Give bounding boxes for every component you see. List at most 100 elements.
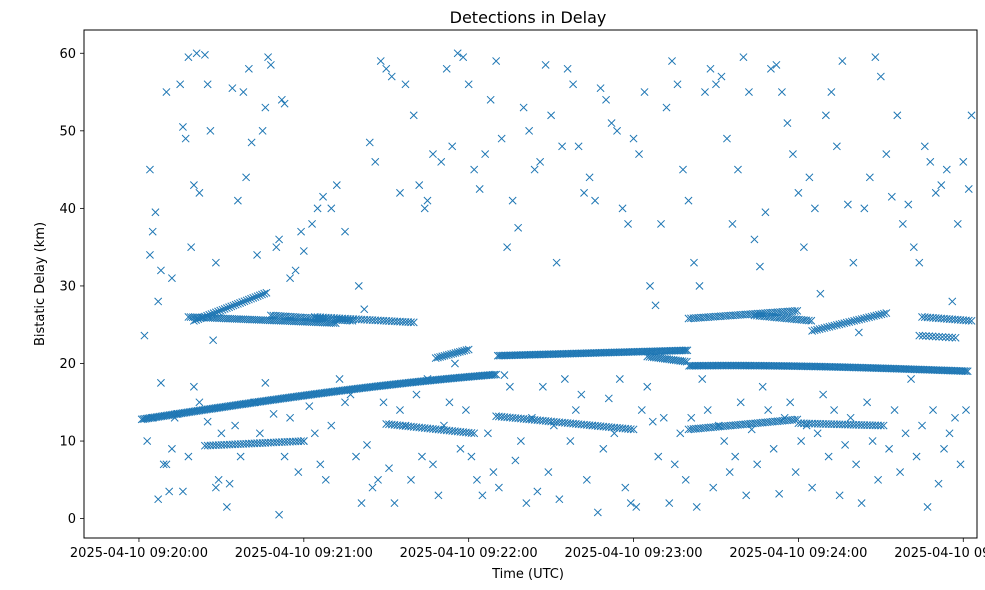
detection-point bbox=[382, 64, 391, 73]
y-tick-label: 30 bbox=[59, 279, 76, 294]
detection-point bbox=[629, 134, 638, 143]
detection-point bbox=[808, 326, 817, 335]
detection-point bbox=[244, 64, 253, 73]
detection-point bbox=[793, 306, 802, 315]
detection-point bbox=[167, 444, 176, 453]
detection-point bbox=[945, 333, 953, 342]
detection-point bbox=[178, 122, 187, 131]
detection-point bbox=[935, 332, 944, 341]
detection-point bbox=[299, 247, 308, 255]
detection-point bbox=[808, 483, 817, 492]
detection-point bbox=[896, 468, 905, 477]
detection-point bbox=[145, 165, 154, 174]
detection-point bbox=[867, 312, 876, 321]
detection-point bbox=[462, 346, 471, 355]
detection-point bbox=[189, 382, 198, 391]
detection-point bbox=[621, 483, 630, 492]
detection-point bbox=[681, 346, 690, 355]
detection-point bbox=[286, 274, 295, 283]
detection-point bbox=[857, 499, 866, 508]
detection-point bbox=[240, 297, 249, 306]
detection-point bbox=[332, 181, 341, 190]
detection-point bbox=[216, 306, 225, 315]
detection-point bbox=[815, 325, 824, 334]
detection-point bbox=[238, 298, 247, 307]
detection-point bbox=[960, 367, 969, 376]
detection-point bbox=[396, 406, 404, 414]
detection-point bbox=[261, 103, 270, 112]
detection-point bbox=[225, 479, 234, 488]
detection-point bbox=[231, 421, 240, 430]
detection-point bbox=[305, 402, 314, 411]
detection-point bbox=[953, 219, 962, 228]
detection-point bbox=[845, 318, 854, 326]
detection-point bbox=[244, 295, 253, 304]
detection-point bbox=[780, 413, 789, 422]
detection-point bbox=[830, 321, 839, 330]
detection-point bbox=[563, 64, 572, 73]
detection-point bbox=[335, 375, 344, 383]
detection-point bbox=[868, 437, 877, 446]
detection-point bbox=[804, 316, 813, 325]
detection-point bbox=[176, 80, 185, 89]
detection-point bbox=[860, 204, 869, 213]
detection-point bbox=[209, 309, 218, 318]
y-tick-label: 10 bbox=[59, 435, 76, 450]
detection-point bbox=[626, 425, 635, 434]
detection-point bbox=[409, 318, 418, 327]
detection-point bbox=[533, 487, 542, 496]
detection-point bbox=[643, 382, 652, 391]
detection-point bbox=[918, 331, 927, 340]
detection-point bbox=[148, 413, 157, 422]
detection-point bbox=[758, 382, 767, 391]
detection-point bbox=[549, 421, 558, 430]
detection-point bbox=[368, 483, 377, 492]
detection-point bbox=[709, 483, 718, 492]
detection-point bbox=[530, 165, 539, 174]
x-axis-label: Time (UTC) bbox=[491, 567, 564, 582]
detection-point bbox=[591, 196, 600, 205]
detection-point bbox=[156, 378, 165, 387]
detection-point bbox=[807, 316, 816, 325]
detection-point bbox=[901, 429, 910, 438]
detection-point bbox=[898, 219, 907, 228]
detection-point bbox=[766, 64, 775, 73]
detection-point bbox=[948, 333, 957, 342]
detection-point bbox=[277, 95, 286, 104]
detection-point bbox=[714, 421, 723, 430]
detection-point bbox=[341, 227, 349, 236]
detection-point bbox=[964, 185, 973, 193]
detection-point bbox=[659, 413, 668, 422]
detection-point bbox=[797, 437, 806, 446]
detection-point bbox=[912, 452, 921, 461]
x-tick-label: 2025-04-10 09:22:00 bbox=[400, 546, 538, 561]
detection-point bbox=[448, 142, 457, 151]
detection-point bbox=[640, 88, 649, 96]
detection-point bbox=[701, 88, 709, 96]
detection-point bbox=[423, 375, 432, 383]
detection-point bbox=[497, 134, 506, 143]
detection-point bbox=[297, 227, 306, 236]
detection-point bbox=[453, 49, 462, 58]
detection-point bbox=[786, 398, 795, 407]
detection-point bbox=[217, 429, 226, 438]
detection-point bbox=[255, 429, 264, 438]
detection-markers bbox=[137, 49, 976, 519]
detection-point bbox=[937, 181, 946, 190]
detection-point bbox=[214, 475, 223, 484]
detection-point bbox=[860, 314, 869, 323]
detection-point bbox=[820, 323, 829, 332]
detection-point bbox=[352, 452, 360, 461]
detection-point bbox=[887, 192, 896, 201]
detection-point bbox=[162, 88, 171, 96]
detection-point bbox=[657, 219, 665, 228]
detection-point bbox=[251, 293, 260, 301]
detection-point bbox=[280, 452, 289, 461]
detection-point bbox=[211, 483, 220, 492]
detection-point bbox=[698, 375, 707, 383]
detection-point bbox=[723, 134, 731, 143]
detection-point bbox=[313, 204, 322, 213]
detection-point bbox=[847, 317, 856, 326]
detection-point bbox=[823, 323, 831, 332]
detection-point bbox=[195, 398, 204, 407]
